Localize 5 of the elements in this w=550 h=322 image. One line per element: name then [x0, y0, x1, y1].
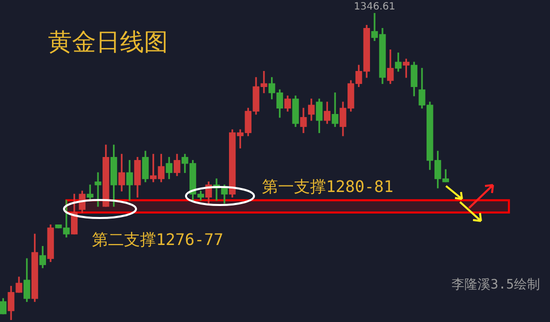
text: 黄金日线图	[48, 28, 168, 56]
annotation: 第一支撑1280-81	[262, 177, 394, 196]
text: 李隆溪3.5绘制	[452, 277, 540, 292]
annotation: 1346.61	[354, 2, 396, 13]
annotation: 第二支撑1276-77	[92, 230, 224, 250]
